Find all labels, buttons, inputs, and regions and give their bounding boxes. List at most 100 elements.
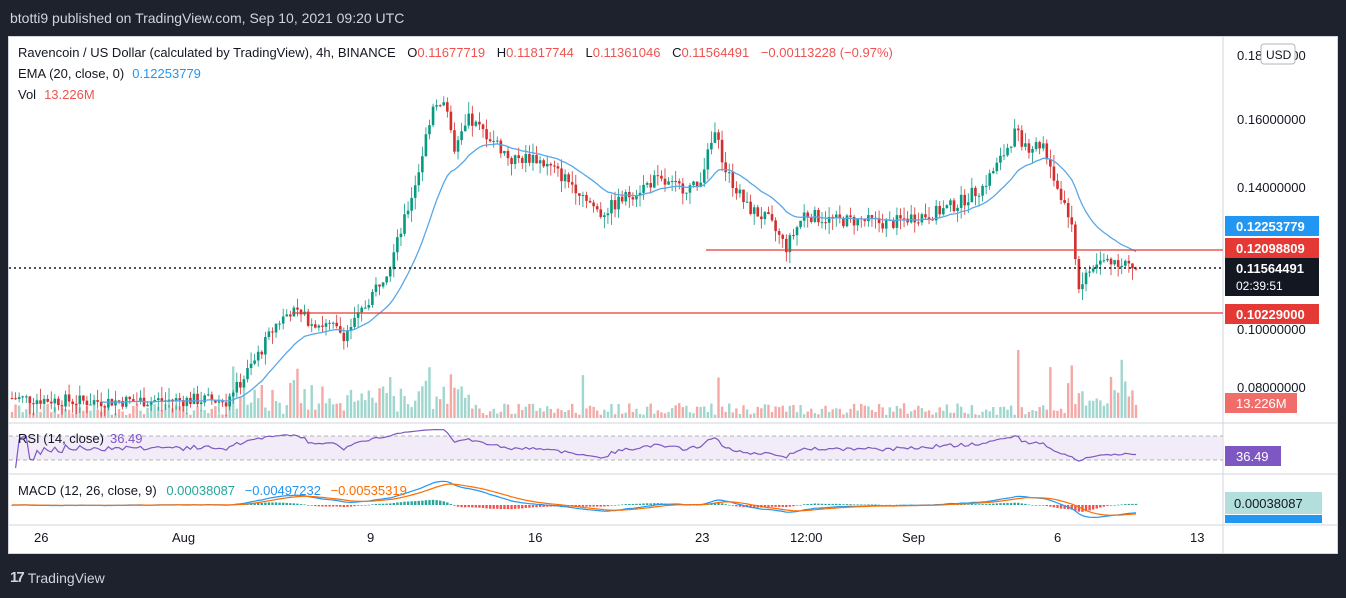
volume-bar — [942, 410, 945, 418]
candle-body — [852, 216, 856, 226]
volume-bar — [981, 411, 984, 418]
volume-bar — [820, 408, 824, 418]
candle-body — [595, 206, 599, 210]
macd-hist-bar — [1099, 505, 1102, 508]
candle-body — [920, 214, 924, 223]
volume-bar — [114, 413, 117, 418]
currency-button[interactable] — [1260, 43, 1296, 65]
volume-bar — [563, 411, 567, 418]
volume-bar — [881, 407, 884, 418]
candle-body — [417, 172, 421, 186]
volume-bar — [863, 405, 867, 418]
volume-bar — [824, 405, 827, 418]
time-tick: 6 — [1054, 530, 1061, 545]
macd-hist-bar — [271, 502, 274, 505]
macd-hist-bar — [1006, 503, 1009, 505]
candle-body — [117, 400, 121, 402]
candle-body — [735, 188, 738, 194]
tradingview-logo-icon: 17 — [10, 569, 25, 586]
volume-bar — [428, 367, 431, 418]
candle-body — [1059, 188, 1063, 201]
macd-hist-bar — [339, 505, 342, 507]
macd-hist-bar — [442, 501, 445, 505]
candle-body — [970, 187, 974, 203]
candle-body — [224, 402, 228, 407]
macd-hist-bar — [802, 504, 806, 505]
volume-bar — [124, 414, 128, 418]
candle-body — [156, 398, 160, 401]
macd-hist-bar — [406, 501, 410, 505]
time-tick: 13 — [1190, 530, 1204, 545]
candle-body — [342, 332, 346, 342]
candle-body — [192, 393, 196, 404]
macd-hist-bar — [414, 501, 417, 505]
macd-hist-bar — [453, 505, 456, 506]
volume-bar — [481, 413, 485, 418]
volume-bar — [835, 408, 838, 418]
candle-body — [210, 394, 214, 401]
volume-bar — [817, 414, 820, 418]
volume-bar — [856, 410, 859, 418]
volume-bar — [153, 404, 156, 418]
volume-bar — [635, 408, 638, 418]
volume-bar — [888, 407, 891, 418]
chart-panel[interactable] — [8, 36, 1338, 554]
volume-bar — [531, 403, 535, 418]
macd-hist-bar — [849, 504, 852, 505]
candle-body — [649, 183, 653, 188]
volume-bar — [414, 400, 417, 418]
candle-body — [171, 399, 174, 402]
candle-body — [749, 201, 752, 214]
candle-body — [635, 195, 638, 200]
candle-body — [367, 305, 371, 308]
candle-body — [777, 231, 781, 235]
candle-body — [674, 181, 677, 183]
volume-bar — [107, 405, 110, 418]
macd-hist-bar — [424, 500, 428, 505]
volume-bar — [463, 397, 467, 418]
macd-hist-bar — [749, 505, 752, 508]
volume-bar — [257, 398, 260, 418]
volume-bar — [1084, 405, 1088, 418]
volume-bar — [485, 414, 488, 418]
candle-body — [346, 330, 349, 342]
macd-hist-bar — [1063, 505, 1066, 509]
candle-body — [1109, 258, 1113, 265]
macd-hist-bar — [852, 504, 856, 506]
volume-bar — [456, 389, 460, 418]
volume-bar — [642, 414, 645, 418]
candle-body — [870, 215, 874, 218]
footer-brand[interactable]: 17 TradingView — [10, 569, 105, 586]
volume-bar — [474, 404, 478, 418]
candle-body — [399, 233, 403, 238]
candle-body — [695, 181, 699, 187]
macd-hist-bar — [560, 505, 563, 507]
volume-bar — [963, 412, 966, 418]
candle-body — [228, 396, 231, 407]
volume-bar — [724, 411, 727, 418]
volume-bar — [767, 404, 770, 418]
macd-hist-bar — [281, 502, 285, 505]
candle-body — [132, 399, 135, 402]
volume-bar — [14, 404, 17, 418]
candle-body — [64, 394, 67, 407]
volume-bar — [877, 403, 881, 418]
price-tick: 0.10000000 — [1237, 322, 1306, 337]
volume-bar — [499, 411, 503, 418]
macd-hist-bar — [371, 504, 374, 505]
volume-bar — [264, 407, 267, 418]
candle-body — [413, 185, 417, 198]
macd-hist-bar — [974, 504, 977, 505]
volume-bar — [995, 414, 999, 418]
candle-body — [556, 166, 560, 169]
macd-hist-bar — [892, 505, 895, 506]
volume-bar — [353, 401, 356, 418]
macd-hist-bar — [785, 505, 788, 508]
candle-body — [221, 401, 224, 403]
macd-hist-bar — [649, 503, 652, 505]
candle-body — [21, 396, 25, 398]
volume-bar — [842, 414, 845, 418]
candle-body — [745, 201, 749, 203]
volume-bar — [274, 401, 278, 418]
